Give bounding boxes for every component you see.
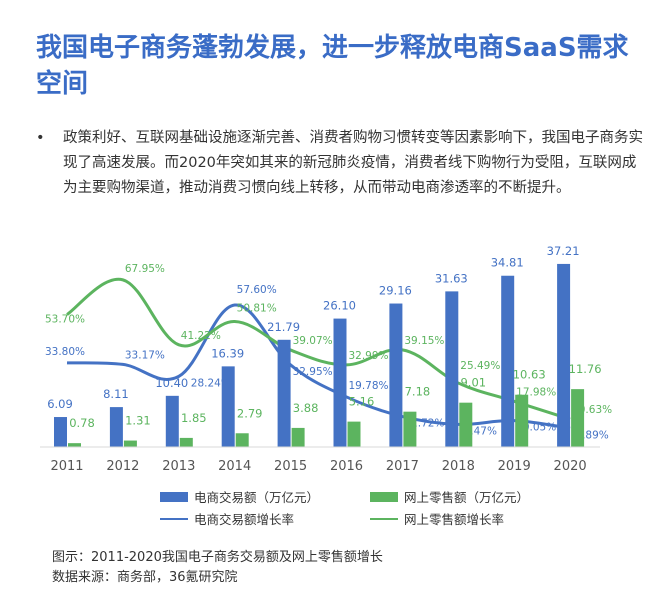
bar-value-label: 10.40 <box>155 376 188 390</box>
legend-item-online-retail: 网上零售额（万亿元） <box>370 487 529 506</box>
online-retail-bar <box>459 402 473 447</box>
bar-value-label: 16.39 <box>211 346 244 360</box>
ecommerce-volume-bar <box>54 417 67 447</box>
legend-item-ecommerce-volume: 电商交易额（万亿元） <box>160 487 319 506</box>
growth-rate-label: 33.17% <box>125 349 165 361</box>
ecommerce-volume-bar <box>333 318 347 447</box>
online-retail-bar <box>68 443 81 447</box>
bar-value-label: 21.79 <box>267 320 300 334</box>
online-retail-bar <box>179 437 193 447</box>
bar-value-label: 8.11 <box>103 387 129 401</box>
page-title: 我国电子商务蓬勃发展，进一步释放电商SaaS需求空间 <box>36 33 629 99</box>
legend-label: 电商交易额（万亿元） <box>194 490 320 505</box>
online-retail-bar <box>123 440 137 447</box>
online-retail-bar <box>403 411 417 447</box>
ecommerce-growth-line <box>66 303 571 430</box>
bar-value-label: 1.31 <box>125 414 151 428</box>
bar-value-label: 11.76 <box>569 362 602 376</box>
caption-figure: 图示：2011-2020我国电子商务交易额及网上零售额增长 <box>52 550 383 565</box>
retail-growth-line <box>66 277 571 421</box>
legend-label: 网上零售额增长率 <box>404 512 505 527</box>
bar-value-label: 29.16 <box>379 284 412 298</box>
online-retail-bar <box>291 427 305 447</box>
x-tick-label: 2020 <box>554 459 587 474</box>
growth-rate-label: 25.49% <box>460 360 500 372</box>
bar-value-label: 31.63 <box>435 271 468 285</box>
bar-value-label: 1.85 <box>181 411 207 425</box>
growth-rate-label: 50.81% <box>237 303 277 315</box>
x-tick-label: 2017 <box>386 459 419 474</box>
legend-line <box>370 517 398 520</box>
growth-rate-label: 19.78% <box>348 380 388 392</box>
growth-rate-label: 39.07% <box>293 335 333 347</box>
growth-rate-label: 53.70% <box>45 314 85 326</box>
growth-rate-label: 39.15% <box>404 335 444 347</box>
caption-source: 数据来源：商务部，36氪研究院 <box>52 570 238 585</box>
chart: 33.80% 33.17% 28.24% 57.60% 32.95% 19.78% 11.7… <box>40 244 612 474</box>
growth-rate-label: 32.95% <box>293 366 333 378</box>
x-tick-label: 2018 <box>442 459 475 474</box>
x-tick-label: 2019 <box>498 459 531 474</box>
ecommerce-volume-bar <box>277 339 291 447</box>
legend-item-online-retail-growth: 网上零售额增长率 <box>370 509 504 528</box>
ecommerce-volume-bar <box>501 275 515 447</box>
caption: 图示：2011-2020我国电子商务交易额及网上零售额增长 数据来源：商务部，3… <box>52 548 383 588</box>
x-tick-label: 2015 <box>274 459 307 474</box>
growth-rate-label: 33.80% <box>45 346 85 358</box>
legend-line <box>160 517 188 520</box>
ecommerce-volume-bar <box>221 366 235 447</box>
x-tick-label: 2014 <box>218 459 251 474</box>
ecommerce-volume-bar <box>165 395 179 447</box>
bar-value-label: 26.10 <box>323 299 356 313</box>
legend-label: 电商交易额增长率 <box>194 512 295 527</box>
bar-value-label: 37.21 <box>547 244 580 258</box>
online-retail-bar <box>571 389 585 447</box>
growth-rate-label: 32.99% <box>348 350 388 362</box>
online-retail-bar <box>347 421 361 447</box>
growth-rate-label: 41.22% <box>181 330 221 342</box>
online-retail-bar <box>235 433 249 447</box>
ecommerce-volume-bar <box>389 303 403 447</box>
bar-value-label: 2.79 <box>237 406 263 420</box>
x-tick-label: 2011 <box>50 459 83 474</box>
bar-value-label: 0.78 <box>69 416 95 430</box>
bar-value-label: 10.63 <box>513 368 546 382</box>
legend-swatch <box>160 491 188 502</box>
legend-item-ecommerce-growth: 电商交易额增长率 <box>160 509 294 528</box>
ecommerce-volume-bar <box>109 407 123 447</box>
growth-rate-label: 57.60% <box>237 284 277 296</box>
x-tick-label: 2012 <box>106 459 139 474</box>
ecommerce-volume-bar <box>445 291 459 447</box>
legend-swatch <box>370 491 398 502</box>
bullet-text: 政策利好、互联网基础设施逐渐完善、消费者购物习惯转变等因素影响下，我国电子商务实… <box>63 130 643 196</box>
bullet-marker: • <box>36 130 45 146</box>
x-tick-label: 2013 <box>162 459 195 474</box>
bar-value-label: 5.16 <box>349 395 375 409</box>
bar-value-label: 7.18 <box>405 385 431 399</box>
bar-value-label: 3.88 <box>293 401 319 415</box>
x-tick-label: 2016 <box>330 459 363 474</box>
growth-rate-label: 67.95% <box>125 263 165 275</box>
ecommerce-volume-bar <box>557 263 571 447</box>
bar-value-label: 9.01 <box>460 376 486 390</box>
online-retail-bar <box>515 394 529 447</box>
bar-value-label: 34.81 <box>491 256 524 270</box>
growth-rate-label: 28.24% <box>191 377 231 389</box>
legend-label: 网上零售额（万亿元） <box>404 490 530 505</box>
bar-value-label: 6.09 <box>47 397 73 411</box>
